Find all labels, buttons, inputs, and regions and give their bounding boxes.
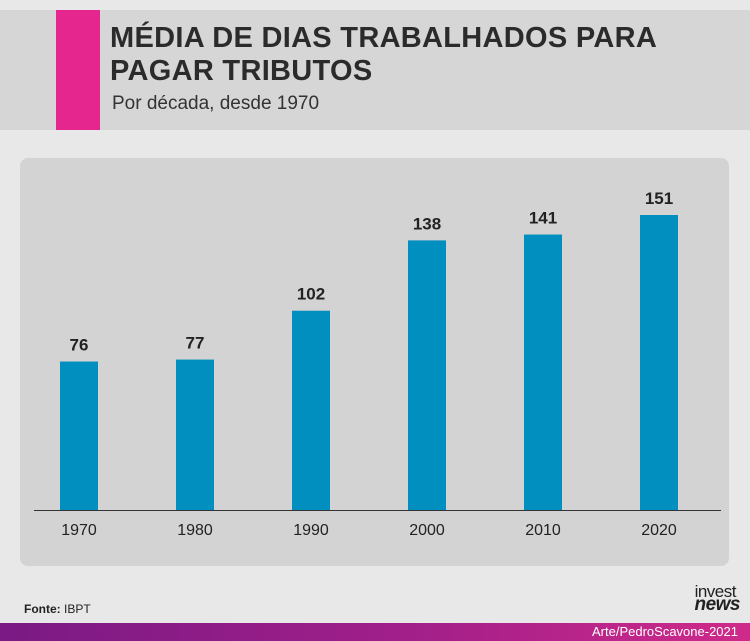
- x-tick-label-1990: 1990: [293, 522, 329, 539]
- bar-1980: [176, 359, 214, 510]
- data-label-1990: 102: [297, 285, 325, 304]
- data-label-2010: 141: [529, 209, 557, 228]
- header-band: [0, 10, 750, 130]
- bar-2020: [640, 215, 678, 510]
- source-note: Fonte: IBPT: [24, 602, 91, 616]
- investnews-logo: invest news: [672, 582, 744, 616]
- page-subtitle: Por década, desde 1970: [112, 93, 320, 114]
- x-tick-label-2020: 2020: [641, 522, 677, 539]
- data-label-2020: 151: [645, 189, 673, 208]
- source-label: Fonte:: [24, 602, 61, 616]
- x-tick-label-1970: 1970: [61, 522, 97, 539]
- x-tick-label-1980: 1980: [177, 522, 213, 539]
- bar-2000: [408, 240, 446, 511]
- x-tick-label-2000: 2000: [409, 522, 445, 539]
- page-title: MÉDIA DE DIAS TRABALHADOS PARA PAGAR TRI…: [110, 22, 657, 87]
- data-label-1970: 76: [70, 336, 89, 355]
- chart-panel: 76 1970 77 1980 102 1990 138 2000 141 2010 151 2020: [20, 158, 729, 566]
- bar-1970: [60, 361, 98, 510]
- art-credit: Arte/PedroScavone-2021: [592, 624, 738, 639]
- bar-1990: [292, 310, 330, 510]
- data-label-2000: 138: [413, 214, 441, 233]
- header-accent-bar: [56, 10, 100, 130]
- footer-bar: Arte/PedroScavone-2021: [0, 623, 750, 641]
- logo-text-news: news: [694, 594, 740, 615]
- logo-text-invest: invest: [694, 582, 737, 601]
- source-value: IBPT: [64, 602, 91, 616]
- bar-2010: [524, 234, 562, 510]
- bar-chart: 76 1970 77 1980 102 1990 138 2000 141 2010 151 2020: [34, 189, 721, 539]
- x-tick-label-2010: 2010: [525, 522, 561, 539]
- data-label-1980: 77: [186, 334, 205, 353]
